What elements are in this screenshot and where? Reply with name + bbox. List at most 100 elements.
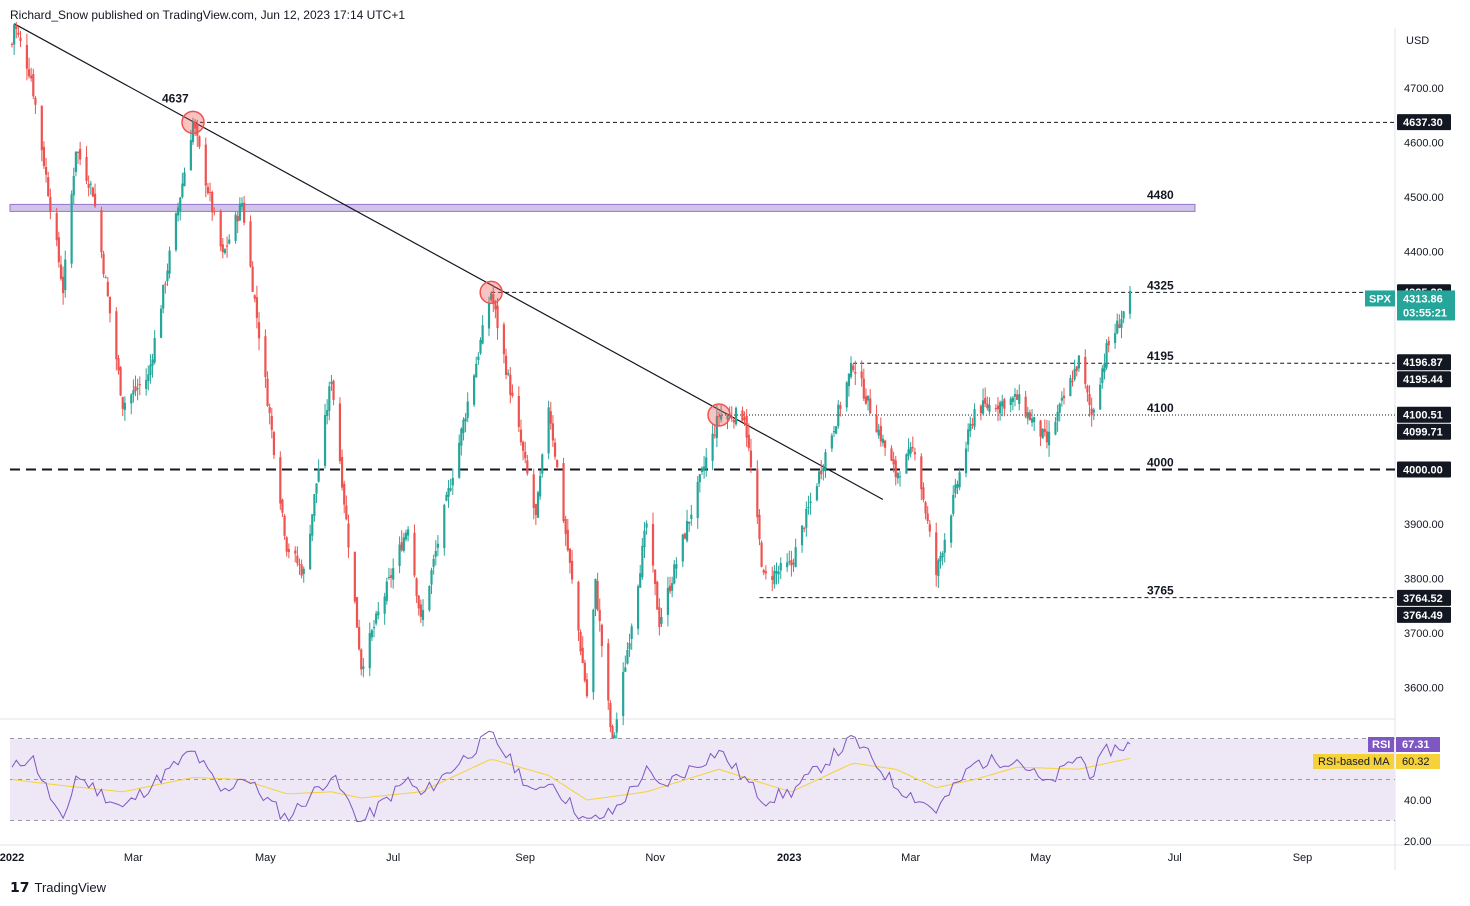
- candle-body-2023-06-12: [1128, 290, 1132, 314]
- candle-body-2022-09-29: [583, 662, 586, 681]
- candle-body-2022-05-05: [270, 416, 273, 430]
- candle-body-2022-04-06: [208, 192, 212, 194]
- candle-body-2022-03-30: [194, 121, 197, 129]
- candle-body-2022-09-21: [566, 529, 569, 551]
- candle-body-2022-08-19: [496, 305, 499, 329]
- candle-body-2023-04-13: [1001, 401, 1004, 407]
- candle-body-2023-04-06: [986, 403, 989, 409]
- candle-body-2022-12-21: [760, 542, 763, 567]
- candle-body-2022-11-11: [675, 564, 678, 569]
- candle-body-2022-07-18: [428, 585, 431, 611]
- candle-body-2022-03-07: [145, 380, 148, 389]
- candle-body-2022-06-07: [340, 457, 344, 488]
- candle-body-2023-02-10: [869, 398, 872, 414]
- candle-body-2023-01-24: [832, 431, 836, 433]
- candle-body-2022-02-07: [85, 156, 88, 181]
- candle-body-2023-03-15: [939, 555, 942, 562]
- candle-body-2022-07-22: [436, 543, 440, 548]
- candle-body-2022-12-20: [758, 514, 761, 540]
- candle-body-2022-03-08: [147, 374, 150, 381]
- candle-body-2022-07-14: [419, 604, 422, 617]
- candle-body-2023-05-05: [1047, 431, 1051, 446]
- candle-body-2022-10-18: [624, 667, 627, 672]
- candle-body-2022-07-05: [400, 542, 403, 551]
- candle-body-2022-12-13: [743, 417, 746, 420]
- rsi-ma-value-tag: [1396, 754, 1440, 769]
- candle-body-2022-08-18: [494, 301, 497, 310]
- candle-body-2022-01-05: [15, 25, 18, 30]
- candle-body-2023-05-26: [1092, 409, 1095, 413]
- candle-body-2023-05-31: [1103, 363, 1106, 373]
- candle-body-2022-07-29: [451, 478, 454, 486]
- candle-body-2022-01-07: [19, 37, 22, 42]
- candle-body-2023-03-23: [956, 483, 959, 488]
- candle-body-2022-11-28: [711, 433, 714, 461]
- candle-body-2022-04-13: [223, 249, 227, 253]
- candle-body-2022-12-05: [726, 415, 729, 420]
- candle-body-2023-04-07: [988, 404, 991, 412]
- candle-body-2023-03-21: [952, 494, 955, 514]
- price-tag-4196.87: [1397, 354, 1451, 371]
- candle-body-2022-01-19: [44, 166, 48, 175]
- candle-body-2023-06-02: [1107, 340, 1110, 346]
- candle-body-2022-03-03: [136, 388, 139, 390]
- candle-body-2022-04-08: [213, 211, 216, 213]
- candle-body-2022-01-26: [59, 264, 63, 280]
- candle-body-2023-04-20: [1016, 394, 1019, 400]
- candle-body-2022-06-13: [353, 551, 356, 602]
- candle-body-2023-02-09: [866, 395, 870, 401]
- candle-body-2022-10-12: [611, 726, 614, 742]
- candle-body-2022-05-31: [326, 410, 329, 417]
- candle-body-2023-02-01: [849, 363, 853, 377]
- candle-body-2022-03-14: [159, 308, 163, 338]
- candle-body-2022-03-01: [132, 390, 135, 395]
- candle-body-2022-04-26: [251, 266, 254, 292]
- candle-body-2022-07-28: [449, 488, 452, 491]
- candle-body-2023-02-20: [890, 448, 893, 461]
- candles-layer: [10, 21, 1132, 756]
- candle-body-2022-05-02: [264, 336, 267, 377]
- candle-body-2022-06-22: [372, 626, 376, 629]
- candle-body-2022-12-26: [771, 576, 774, 580]
- time-label-2: May: [255, 852, 276, 864]
- candle-body-2023-01-20: [824, 452, 827, 472]
- candle-body-2023-02-03: [854, 371, 857, 374]
- candle-body-2023-03-31: [973, 409, 976, 427]
- candle-body-2023-01-25: [835, 426, 838, 434]
- candle-body-2022-07-27: [447, 487, 450, 497]
- rsi-value-tag: [1396, 737, 1440, 752]
- time-label-9: Jul: [1168, 852, 1182, 864]
- candle-body-2022-01-13: [32, 74, 35, 97]
- candle-body-2022-01-21: [49, 196, 52, 212]
- candle-body-2022-04-18: [234, 214, 237, 241]
- candle-body-2022-10-26: [641, 545, 644, 578]
- candle-body-2022-12-07: [730, 416, 733, 419]
- candle-body-2023-01-06: [794, 547, 797, 568]
- candle-body-2022-04-25: [249, 221, 252, 267]
- touch-circle-2022-12-01: [707, 403, 731, 427]
- candle-body-2022-05-16: [294, 550, 297, 554]
- candle-body-2023-04-26: [1028, 412, 1032, 421]
- candle-body-2022-11-09: [671, 583, 674, 591]
- candle-body-2022-12-08: [732, 419, 736, 423]
- candle-body-2023-01-16: [815, 486, 819, 501]
- candle-body-2023-03-24: [958, 472, 961, 488]
- candle-body-2022-07-21: [434, 551, 437, 557]
- candle-body-2022-10-10: [607, 643, 610, 701]
- rsi-name-tag: [1368, 737, 1394, 752]
- candle-body-2022-11-15: [683, 533, 687, 539]
- candle-body-2022-03-11: [153, 338, 156, 363]
- candle-body-2022-10-17: [622, 671, 625, 716]
- candle-body-2023-06-08: [1120, 319, 1123, 328]
- candle-body-2022-12-29: [777, 571, 780, 575]
- candle-body-2022-09-26: [577, 581, 580, 631]
- candle-body-2023-04-18: [1011, 397, 1014, 403]
- rsi-tick-20: 20.00: [1404, 836, 1432, 848]
- tradingview-logo-icon: 𝟭𝟳: [10, 879, 30, 895]
- candle-body-2022-01-03: [10, 43, 14, 45]
- candle-body-2022-01-18: [42, 146, 46, 167]
- candle-body-2023-05-25: [1090, 408, 1093, 416]
- candle-body-2022-01-11: [27, 69, 31, 77]
- candle-body-2022-07-07: [404, 532, 408, 540]
